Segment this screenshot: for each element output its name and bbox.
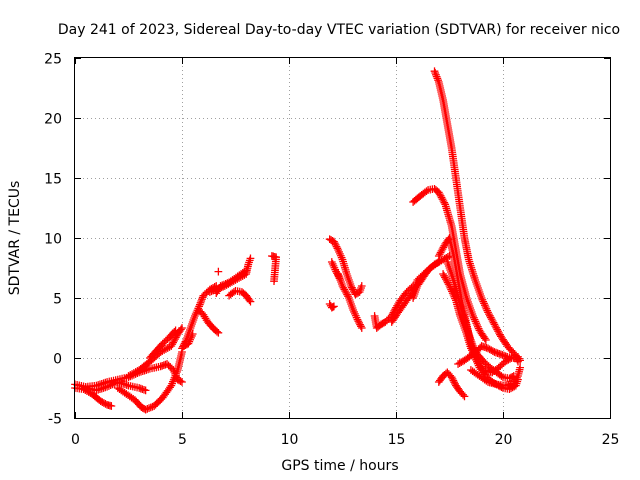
data-point [176, 377, 185, 386]
data-point [357, 324, 366, 332]
data-point [170, 327, 179, 336]
x-tick-label: 15 [388, 432, 406, 448]
data-point [246, 297, 255, 306]
data-point [188, 330, 197, 338]
series-track-8 [180, 330, 197, 350]
series-track-23 [430, 67, 522, 366]
x-tick-label: 10 [281, 432, 299, 448]
y-tick-label: -5 [48, 412, 62, 428]
plot-frame [74, 57, 611, 419]
series-track-3 [81, 378, 150, 395]
x-axis-label: GPS time / hours [281, 458, 398, 474]
y-tick-label: 20 [44, 112, 62, 128]
x-tick-label: 0 [71, 432, 80, 448]
series-track-25 [443, 258, 518, 383]
data-point [153, 399, 161, 408]
data-point [336, 276, 345, 284]
data-point [214, 328, 223, 337]
data-point [156, 396, 164, 405]
data-point [141, 386, 150, 395]
y-axis-label: SDTVAR / TECUs [7, 181, 23, 296]
data-point [178, 378, 186, 386]
x-tick-label: 25 [602, 432, 620, 448]
series-track-11 [212, 266, 251, 298]
data-point [508, 372, 517, 381]
data-point [214, 267, 223, 276]
series-track-14 [268, 252, 281, 286]
series-track-28 [454, 342, 524, 368]
x-tick-label: 20 [495, 432, 513, 448]
chart-title: Day 241 of 2023, Sidereal Day-to-day VTE… [58, 22, 620, 38]
x-tick-label: 5 [178, 432, 187, 448]
data-point [482, 336, 490, 344]
data-point [154, 397, 163, 406]
series-track-26 [439, 270, 516, 377]
series-track-19 [370, 282, 417, 332]
y-tick-label: 10 [44, 232, 62, 248]
y-tick-label: 0 [53, 352, 62, 368]
axis-ticks: 0 5 10 15 20 25 -5 0 5 10 15 20 25 [44, 52, 619, 449]
data-point [150, 402, 159, 410]
data-point [246, 254, 255, 263]
data-point [151, 400, 160, 409]
data-point [242, 266, 251, 275]
data-point [171, 326, 180, 335]
data-point [213, 327, 221, 336]
y-tick-label: 15 [44, 172, 62, 188]
data-point [478, 356, 487, 365]
series-track-17 [334, 270, 366, 332]
series-track-27 [434, 368, 469, 401]
series-track-15 [325, 300, 338, 312]
series-track-5 [124, 324, 186, 380]
grid-lines [75, 58, 610, 418]
series-track-21 [409, 252, 454, 302]
data-point [107, 402, 116, 410]
series-track-16 [325, 235, 366, 299]
data-point [270, 277, 278, 286]
y-tick-label: 25 [44, 52, 62, 68]
data-point [460, 392, 469, 401]
data-point [178, 324, 186, 332]
series-track-18 [327, 258, 345, 284]
data-point [516, 363, 524, 372]
data-point [157, 341, 166, 349]
series-track-29 [467, 363, 524, 390]
data-point [516, 356, 524, 365]
data-point [330, 302, 338, 311]
series-track-9 [195, 306, 223, 337]
y-tick-label: 5 [53, 292, 62, 308]
series-track-13 [214, 267, 223, 276]
series-track-12 [225, 286, 255, 306]
series-track-6 [146, 326, 180, 362]
data-point [357, 282, 366, 290]
data-points [71, 67, 524, 414]
series-track-10 [205, 254, 255, 296]
series-track-4 [113, 348, 186, 414]
